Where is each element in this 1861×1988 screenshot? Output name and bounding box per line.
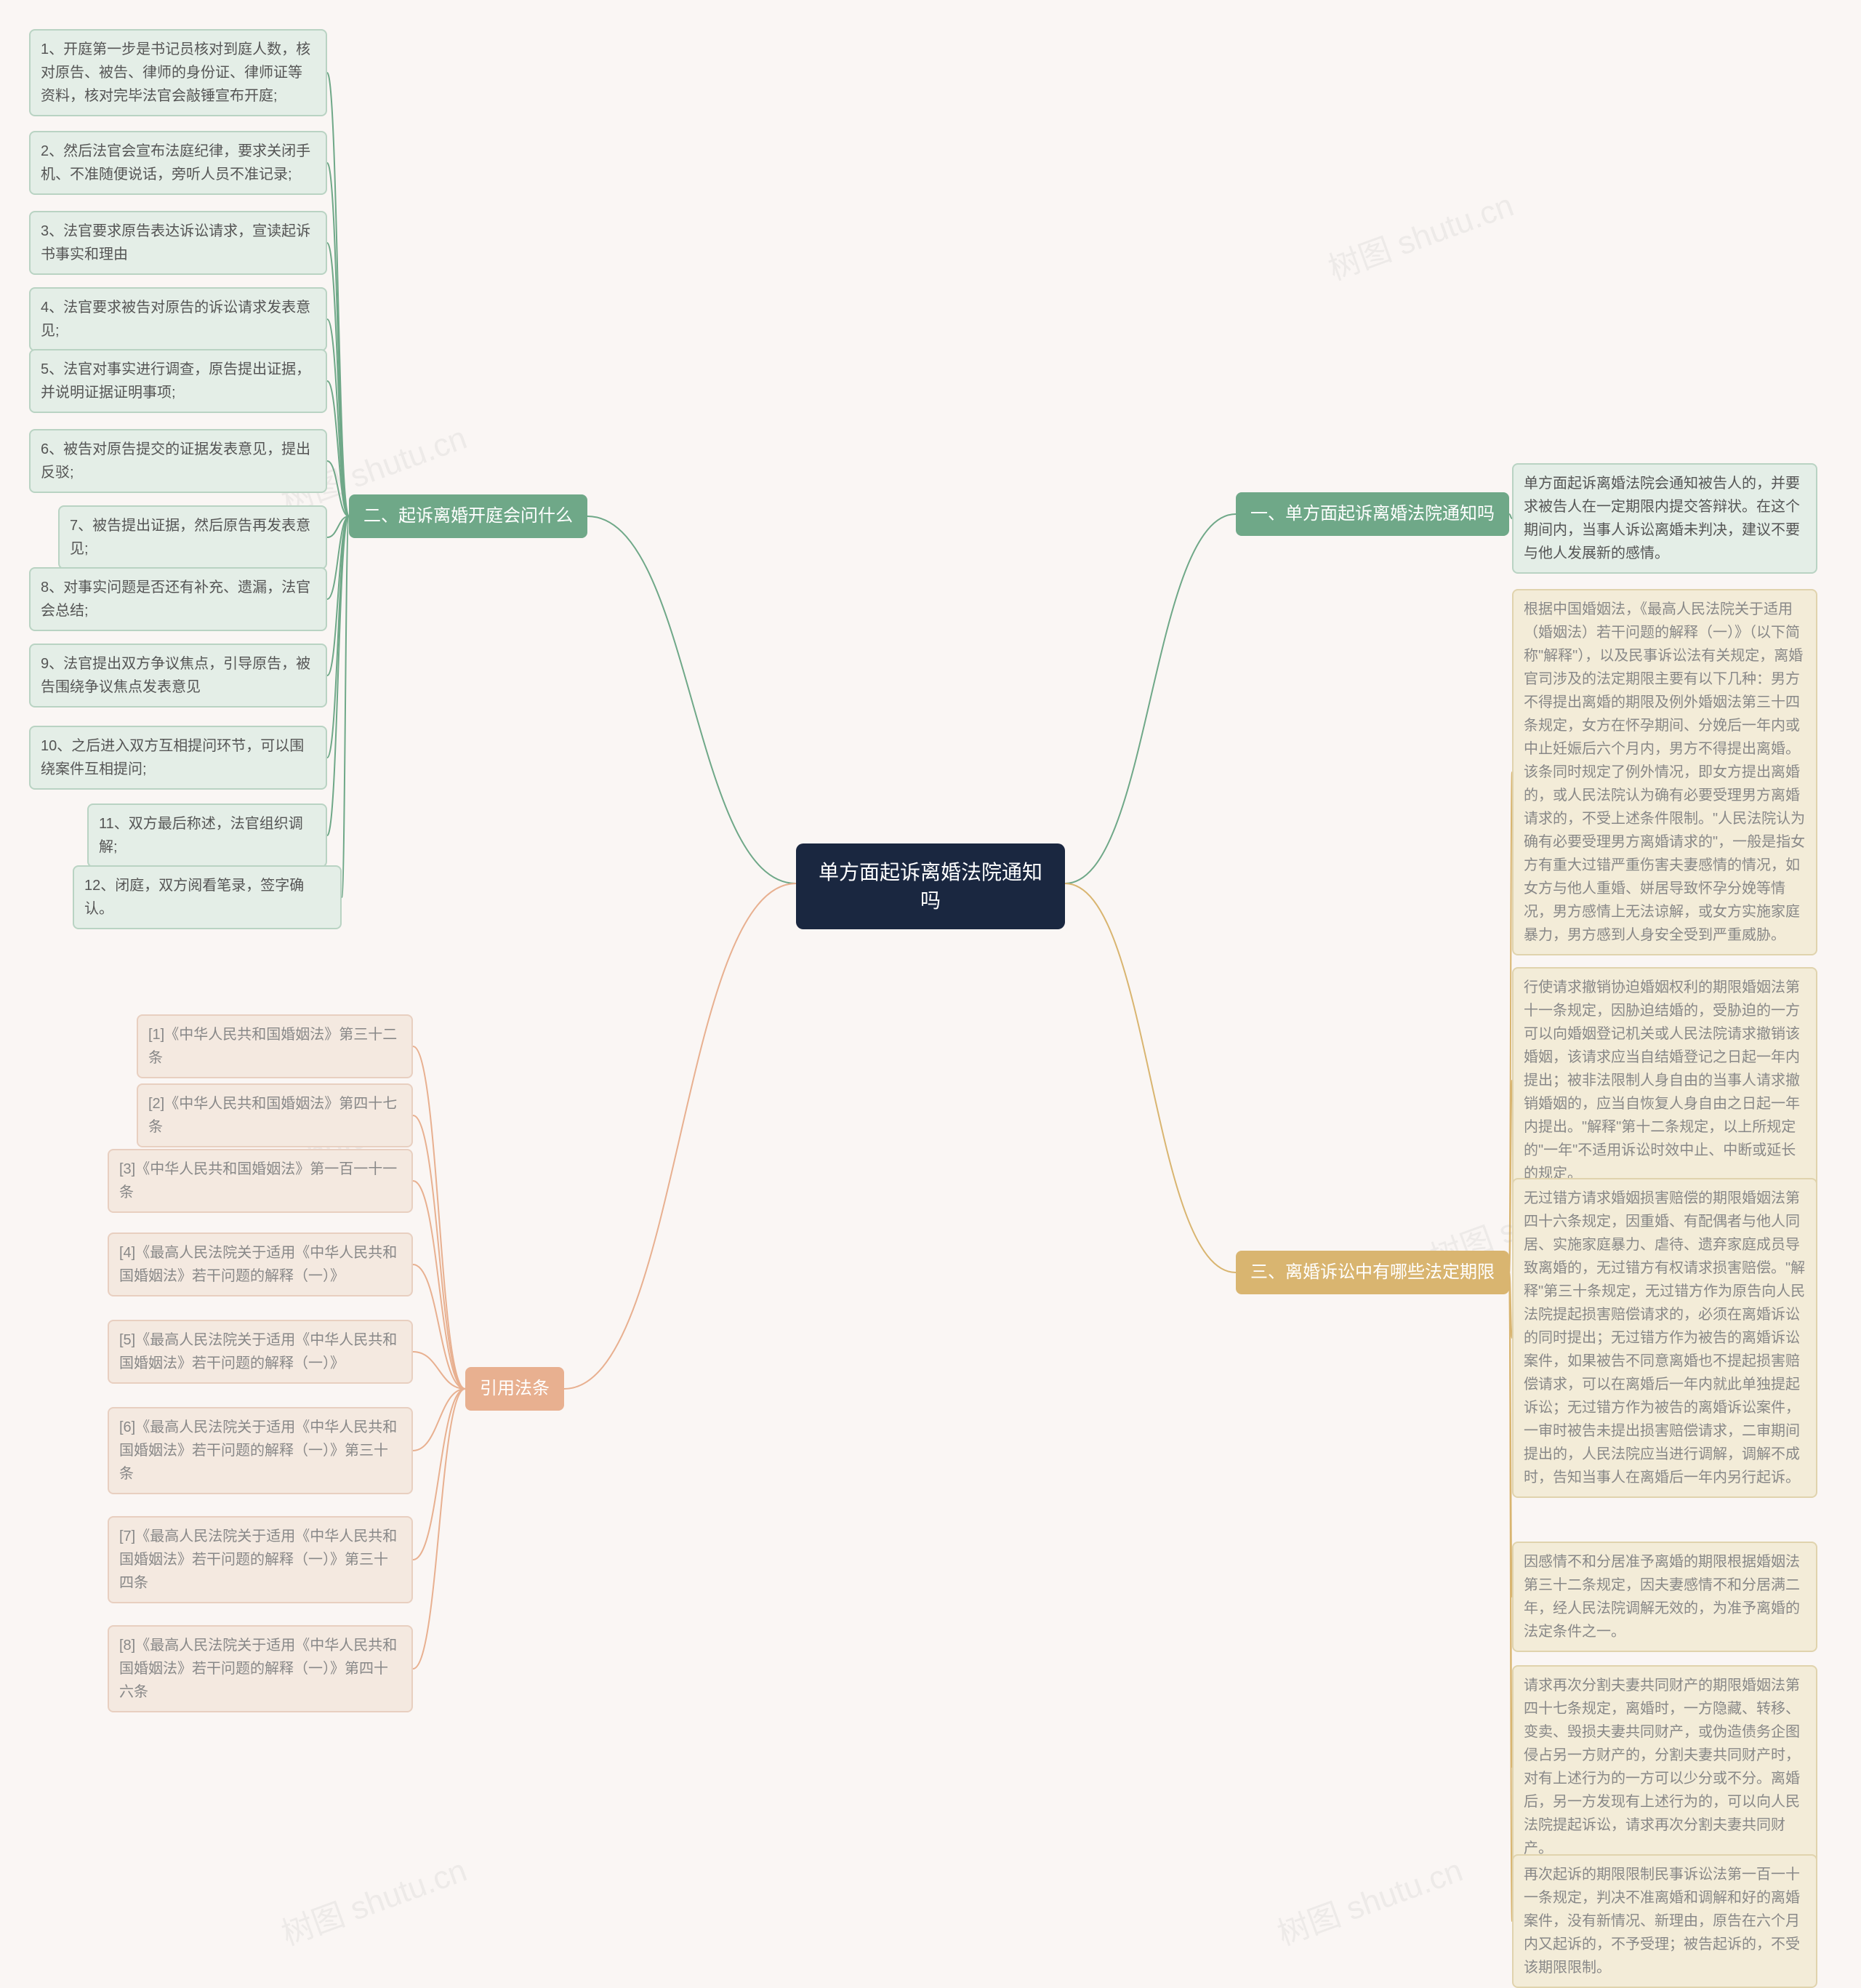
leaf-b2-7: 8、对事实问题是否还有补充、遗漏，法官会总结;: [29, 567, 327, 631]
branch-b2: 二、起诉离婚开庭会问什么: [349, 494, 587, 538]
leaf-b2-1: 2、然后法官会宣布法庭纪律，要求关闭手机、不准随便说话，旁听人员不准记录;: [29, 131, 327, 195]
leaf-b2-0: 1、开庭第一步是书记员核对到庭人数，核对原告、被告、律师的身份证、律师证等资料，…: [29, 29, 327, 116]
leaf-b2-4: 5、法官对事实进行调查，原告提出证据，并说明证据证明事项;: [29, 349, 327, 413]
leaf-b4-6: [7]《最高人民法院关于适用《中华人民共和国婚姻法》若干问题的解释（一）》第三十…: [108, 1516, 413, 1603]
branch-b1: 一、单方面起诉离婚法院通知吗: [1236, 492, 1509, 536]
leaf-b3-2: 无过错方请求婚姻损害赔偿的期限婚姻法第四十六条规定，因重婚、有配偶者与他人同居、…: [1512, 1178, 1817, 1498]
leaf-b3-5: 再次起诉的期限限制民事诉讼法第一百一十一条规定，判决不准离婚和调解和好的离婚案件…: [1512, 1854, 1817, 1988]
leaf-b2-3: 4、法官要求被告对原告的诉讼请求发表意见;: [29, 287, 327, 351]
branch-b4: 引用法条: [465, 1367, 564, 1411]
watermark-1: 树图 shutu.cn: [1321, 179, 1519, 289]
leaf-b2-6: 7、被告提出证据，然后原告再发表意见;: [58, 505, 327, 569]
leaf-b4-3: [4]《最高人民法院关于适用《中华人民共和国婚姻法》若干问题的解释（一）》: [108, 1233, 413, 1296]
leaf-b3-0: 根据中国婚姻法，《最高人民法院关于适用（婚姻法）若干问题的解释（一）》（以下简称…: [1512, 589, 1817, 955]
leaf-b2-2: 3、法官要求原告表达诉讼请求，宣读起诉书事实和理由: [29, 211, 327, 275]
leaf-b3-3: 因感情不和分居准予离婚的期限根据婚姻法第三十二条规定，因夫妻感情不和分居满二年，…: [1512, 1542, 1817, 1652]
leaf-b4-1: [2]《中华人民共和国婚姻法》第四十七条: [137, 1083, 413, 1147]
leaf-b4-0: [1]《中华人民共和国婚姻法》第三十二条: [137, 1014, 413, 1078]
leaf-b4-2: [3]《中华人民共和国婚姻法》第一百一十一条: [108, 1149, 413, 1213]
leaf-b2-8: 9、法官提出双方争议焦点，引导原告，被告围绕争议焦点发表意见: [29, 644, 327, 708]
watermark-5: 树图 shutu.cn: [1270, 1844, 1468, 1954]
leaf-b1-0: 单方面起诉离婚法院会通知被告人的，并要求被告人在一定期限内提交答辩状。在这个期间…: [1512, 463, 1817, 574]
leaf-b3-4: 请求再次分割夫妻共同财产的期限婚姻法第四十七条规定，离婚时，一方隐藏、转移、变卖…: [1512, 1665, 1817, 1869]
leaf-b2-10: 11、双方最后称述，法官组织调解;: [87, 803, 327, 867]
leaf-b4-4: [5]《最高人民法院关于适用《中华人民共和国婚姻法》若干问题的解释（一）》: [108, 1320, 413, 1384]
branch-b3: 三、离婚诉讼中有哪些法定期限: [1236, 1251, 1509, 1294]
leaf-b2-9: 10、之后进入双方互相提问环节，可以围绕案件互相提问;: [29, 726, 327, 790]
leaf-b2-11: 12、闭庭，双方阅看笔录，签字确认。: [73, 865, 342, 929]
leaf-b2-5: 6、被告对原告提交的证据发表意见，提出反驳;: [29, 429, 327, 493]
leaf-b3-1: 行使请求撤销协迫婚姻权利的期限婚姻法第十一条规定，因胁迫结婚的，受胁迫的一方可以…: [1512, 967, 1817, 1194]
leaf-b4-5: [6]《最高人民法院关于适用《中华人民共和国婚姻法》若干问题的解释（一）》第三十…: [108, 1407, 413, 1494]
leaf-b4-7: [8]《最高人民法院关于适用《中华人民共和国婚姻法》若干问题的解释（一）》第四十…: [108, 1625, 413, 1712]
center-topic: 单方面起诉离婚法院通知吗: [796, 843, 1065, 929]
watermark-4: 树图 shutu.cn: [274, 1844, 472, 1954]
